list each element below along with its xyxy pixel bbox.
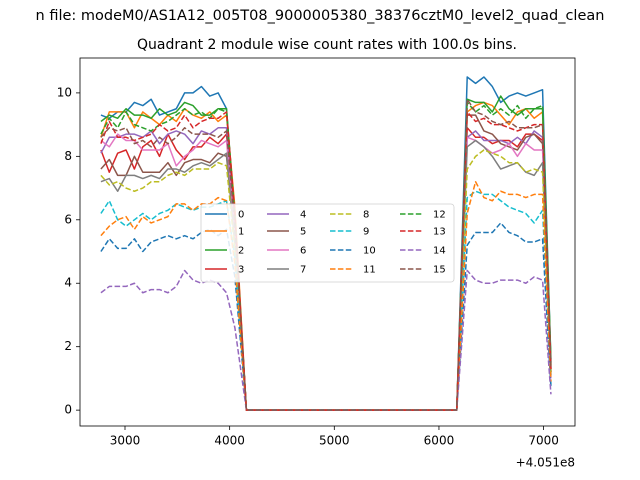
- y-axis: 0 2 4 6 8 10: [57, 85, 80, 417]
- x-offset-label: +4.051e8: [516, 456, 575, 470]
- legend-label-4: 4: [300, 210, 306, 221]
- legend-label-7: 7: [300, 265, 306, 276]
- y-tick-label: 4: [64, 276, 72, 290]
- x-tick-label: 3000: [110, 434, 141, 448]
- x-tick-label: 4000: [214, 434, 245, 448]
- legend-label-12: 12: [433, 210, 446, 221]
- y-tick-label: 6: [64, 212, 72, 226]
- x-tick-label: 5000: [319, 434, 350, 448]
- figure-suptitle: n file: modeM0/AS1A12_005T08_9000005380_…: [36, 8, 605, 24]
- legend-label-6: 6: [300, 246, 306, 257]
- y-tick-label: 8: [64, 149, 72, 163]
- y-tick-label: 10: [57, 85, 72, 99]
- legend-label-3: 3: [238, 265, 244, 276]
- legend-label-13: 13: [433, 227, 446, 238]
- legend-label-5: 5: [300, 227, 306, 238]
- series-layer: [100, 76, 552, 411]
- legend-label-10: 10: [363, 246, 376, 257]
- legend-box: [200, 203, 455, 283]
- legend-label-1: 1: [238, 227, 244, 238]
- series-line-15: [100, 98, 552, 411]
- x-tick-label: 7000: [528, 434, 559, 448]
- legend-label-15: 15: [433, 265, 446, 276]
- legend-label-11: 11: [363, 265, 376, 276]
- x-tick-label: 6000: [424, 434, 455, 448]
- legend-label-0: 0: [238, 210, 244, 221]
- chart-title: Quadrant 2 module wise count rates with …: [137, 37, 517, 53]
- y-tick-label: 2: [64, 339, 72, 353]
- x-axis: 3000 4000 5000 6000 7000: [110, 426, 559, 448]
- legend-label-9: 9: [363, 227, 369, 238]
- legend-label-14: 14: [433, 246, 446, 257]
- series-line-10: [100, 222, 552, 411]
- legend-label-8: 8: [363, 210, 369, 221]
- legend-label-2: 2: [238, 246, 244, 257]
- y-tick-label: 0: [64, 403, 72, 417]
- axes-frame: [79, 57, 576, 427]
